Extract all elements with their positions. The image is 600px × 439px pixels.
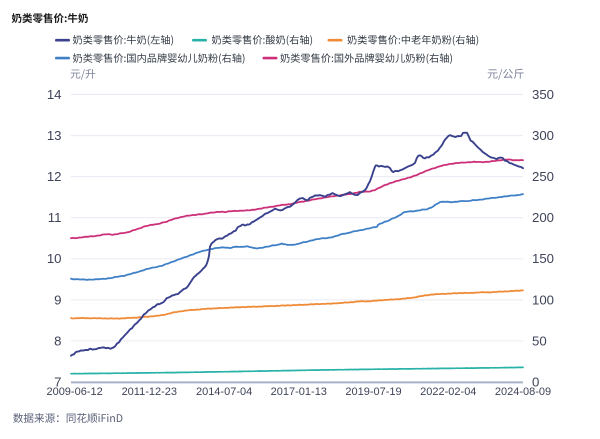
svg-text:2019-07-19: 2019-07-19	[345, 386, 401, 398]
svg-text:300: 300	[532, 128, 554, 143]
svg-text:8: 8	[54, 333, 61, 348]
svg-text:2014-07-04: 2014-07-04	[196, 386, 252, 398]
svg-text:2024-08-09: 2024-08-09	[495, 386, 551, 398]
svg-text:11: 11	[48, 210, 62, 225]
svg-text:14: 14	[47, 87, 62, 102]
svg-text:9: 9	[54, 292, 61, 307]
svg-text:200: 200	[532, 210, 554, 225]
svg-text:10: 10	[47, 251, 62, 266]
svg-text:12: 12	[47, 169, 62, 184]
svg-text:250: 250	[532, 169, 554, 184]
svg-text:2011-12-23: 2011-12-23	[122, 386, 177, 398]
svg-text:2017-01-13: 2017-01-13	[271, 386, 327, 398]
svg-text:350: 350	[532, 87, 554, 102]
svg-text:13: 13	[47, 128, 62, 143]
svg-text:100: 100	[532, 292, 554, 307]
svg-text:2022-02-04: 2022-02-04	[420, 386, 476, 398]
svg-text:0: 0	[532, 374, 539, 389]
svg-text:7: 7	[54, 374, 61, 389]
svg-text:150: 150	[532, 251, 554, 266]
svg-text:50: 50	[532, 333, 547, 348]
svg-text:2009-06-12: 2009-06-12	[46, 386, 102, 398]
